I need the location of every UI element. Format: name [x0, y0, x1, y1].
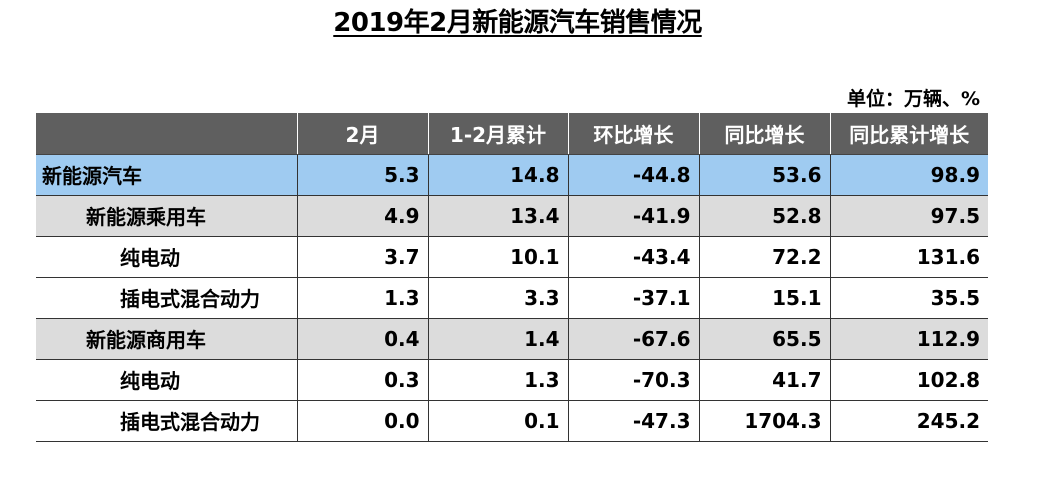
row-label: 插电式混合动力 — [36, 400, 297, 442]
cell-cumulative: 10.1 — [427, 236, 568, 278]
cell-yoy-cumulative-growth: 102.8 — [829, 359, 988, 401]
cell-cumulative: 0.1 — [427, 400, 568, 442]
row-label: 纯电动 — [36, 236, 297, 278]
cell-february: 3.7 — [296, 236, 428, 278]
cell-february: 0.3 — [296, 359, 428, 401]
table-row: 纯电动 3.7 10.1 -43.4 72.2 131.6 — [36, 236, 988, 278]
cell-february: 5.3 — [296, 154, 428, 196]
cell-cumulative: 1.4 — [427, 318, 568, 360]
cell-yoy-growth: 41.7 — [698, 359, 830, 401]
table-row: 插电式混合动力 0.0 0.1 -47.3 1704.3 245.2 — [36, 400, 988, 442]
cell-mom-growth: -44.8 — [567, 154, 699, 196]
cell-mom-growth: -70.3 — [567, 359, 699, 401]
row-label: 纯电动 — [36, 359, 297, 401]
unit-label: 单位：万辆、% — [846, 88, 980, 110]
table-row: 纯电动 0.3 1.3 -70.3 41.7 102.8 — [36, 359, 988, 401]
table-row: 插电式混合动力 1.3 3.3 -37.1 15.1 35.5 — [36, 277, 988, 319]
sales-table: 2月 1-2月累计 环比增长 同比增长 同比累计增长 新能源汽车 5.3 14.8-… — [36, 113, 988, 442]
cell-yoy-cumulative-growth: 98.9 — [829, 154, 988, 196]
cell-yoy-growth: 72.2 — [698, 236, 830, 278]
row-label: 新能源汽车 — [36, 154, 297, 196]
table-header: 2月 1-2月累计 环比增长 同比增长 同比累计增长 — [36, 113, 988, 155]
header-cell-mom-growth: 环比增长 — [567, 113, 699, 155]
table-row: 新能源汽车 5.3 14.8 -44.8 53.6 98.9 — [36, 154, 988, 196]
header-cell-yoy-growth: 同比增长 — [698, 113, 830, 155]
table-row: 新能源乘用车 4.9 13.4 -41.9 52.8 97.5 — [36, 195, 988, 237]
cell-yoy-growth: 53.6 — [698, 154, 830, 196]
cell-yoy-growth: 15.1 — [698, 277, 830, 319]
cell-february: 0.0 — [296, 400, 428, 442]
cell-february: 0.4 — [296, 318, 428, 360]
row-label: 新能源乘用车 — [36, 195, 297, 237]
row-label: 新能源商用车 — [36, 318, 297, 360]
cell-yoy-cumulative-growth: 131.6 — [829, 236, 988, 278]
cell-mom-growth: -37.1 — [567, 277, 699, 319]
cell-yoy-cumulative-growth: 245.2 — [829, 400, 988, 442]
cell-yoy-growth: 65.5 — [698, 318, 830, 360]
header-cell-category — [36, 113, 297, 155]
cell-mom-growth: -67.6 — [567, 318, 699, 360]
table-body: 新能源汽车 5.3 14.8 -44.8 53.6 98.9 新能源乘用车 4.9 13.4 -4… — [36, 154, 988, 442]
cell-cumulative: 13.4 — [427, 195, 568, 237]
row-label: 插电式混合动力 — [36, 277, 297, 319]
cell-cumulative: 3.3 — [427, 277, 568, 319]
cell-yoy-growth: 52.8 — [698, 195, 830, 237]
cell-february: 4.9 — [296, 195, 428, 237]
cell-yoy-cumulative-growth: 35.5 — [829, 277, 988, 319]
cell-yoy-growth: 1704.3 — [698, 400, 830, 442]
table-row: 新能源商用车 0.4 1.4 -67.6 65.5 112.9 — [36, 318, 988, 360]
page-title: 2019年2月新能源汽车销售情况 — [333, 8, 702, 38]
cell-mom-growth: -41.9 — [567, 195, 699, 237]
cell-february: 1.3 — [296, 277, 428, 319]
cell-cumulative: 14.8 — [427, 154, 568, 196]
cell-yoy-cumulative-growth: 112.9 — [829, 318, 988, 360]
cell-yoy-cumulative-growth: 97.5 — [829, 195, 988, 237]
cell-mom-growth: -47.3 — [567, 400, 699, 442]
header-cell-february: 2月 — [296, 113, 428, 155]
header-row: 2月 1-2月累计 环比增长 同比增长 同比累计增长 — [36, 113, 988, 155]
header-cell-yoy-cumulative-growth: 同比累计增长 — [829, 113, 988, 155]
header-cell-cumulative: 1-2月累计 — [427, 113, 568, 155]
cell-mom-growth: -43.4 — [567, 236, 699, 278]
cell-cumulative: 1.3 — [427, 359, 568, 401]
